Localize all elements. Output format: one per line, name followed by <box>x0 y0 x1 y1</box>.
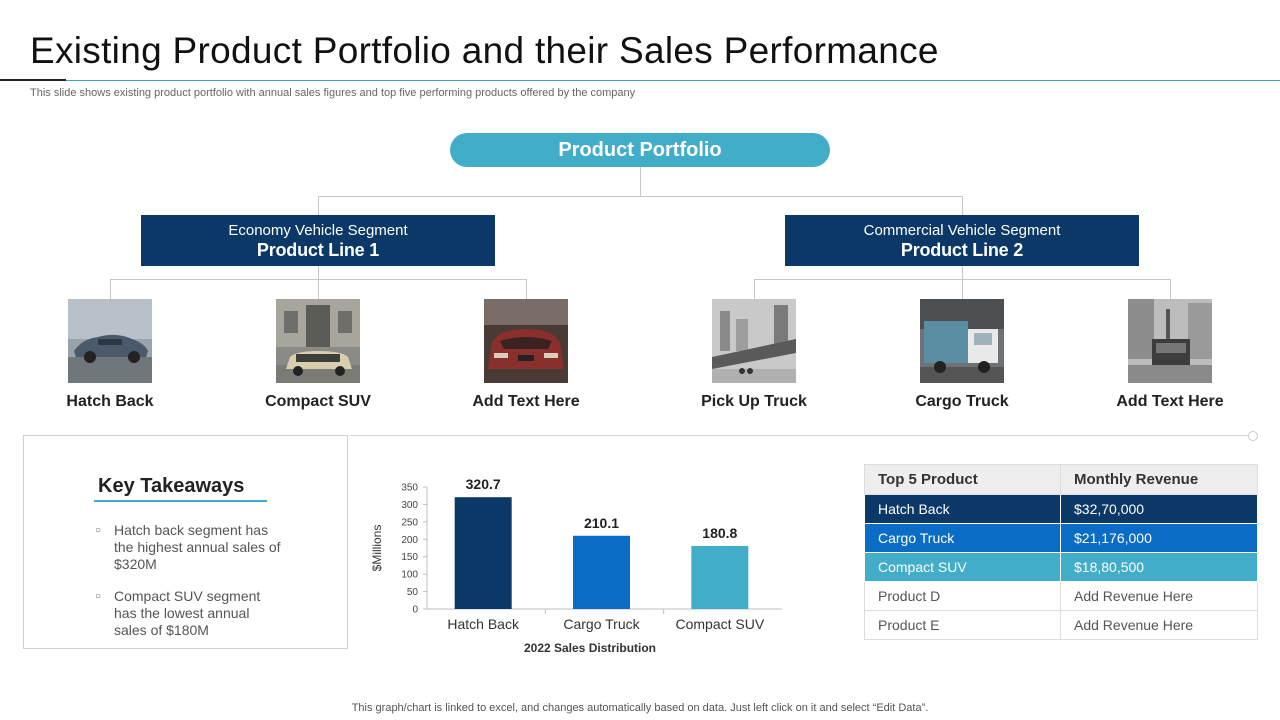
cargo-truck-photo <box>920 299 1004 383</box>
compact-car-photo <box>276 299 360 383</box>
divider-end-dot <box>1248 431 1258 441</box>
bar <box>573 535 630 609</box>
connector-product4 <box>754 279 755 299</box>
segment-commercial: Commercial Vehicle Segment Product Line … <box>785 215 1139 266</box>
takeaways-panel <box>23 435 348 649</box>
y-tick-label: 200 <box>401 535 418 546</box>
street-scene-photo <box>712 299 796 383</box>
table-cell: Compact SUV <box>864 552 1061 582</box>
title-underline <box>0 80 1280 81</box>
page-title: Existing Product Portfolio and their Sal… <box>30 30 939 71</box>
table-cell: $21,176,000 <box>1060 523 1258 553</box>
segment-title: Product Line 2 <box>900 240 1024 260</box>
connector-seg1-down <box>318 266 319 299</box>
table-row: Product D Add Revenue Here <box>864 581 1258 611</box>
bar <box>691 545 749 609</box>
table-cell: Product E <box>864 610 1061 640</box>
takeaways-title: Key Takeaways <box>98 475 245 497</box>
table-row: Product E Add Revenue Here <box>864 610 1258 640</box>
title-underline-accent <box>0 79 66 81</box>
bullet-circle-icon: ○ <box>95 525 102 536</box>
y-tick-label: 100 <box>401 570 418 581</box>
product-label: Compact SUV <box>265 393 371 410</box>
connector-seg1-horizontal <box>110 279 527 280</box>
table-header-row: Top 5 Product Monthly Revenue <box>864 464 1258 495</box>
bar <box>454 497 512 609</box>
product-label: Cargo Truck <box>915 393 1009 410</box>
x-tick-label: Cargo Truck <box>563 616 640 632</box>
y-tick-label: 250 <box>401 517 418 528</box>
connector-seg2-horizontal <box>754 279 1171 280</box>
bar-value-label: 210.1 <box>584 515 619 531</box>
footer-note: This graph/chart is linked to excel, and… <box>351 702 929 714</box>
table-cell: Cargo Truck <box>864 523 1061 553</box>
sales-bar-chart: 0 50 100 150 200 250 300 350 $Millions 320.7 Hatch… <box>370 476 782 655</box>
connector-root-down <box>640 167 641 196</box>
product-label: Add Text Here <box>1116 393 1224 410</box>
takeaway-item: ○ Hatch back segment has the highest ann… <box>95 522 285 573</box>
connector-seg2-up <box>962 196 963 215</box>
takeaway-item: ○ Compact SUV segment has the lowest ann… <box>95 588 285 639</box>
bus-photo <box>1128 299 1212 383</box>
y-axis-title: $Millions <box>370 525 384 572</box>
connector-seg1-up <box>318 196 319 215</box>
segment-economy: Economy Vehicle Segment Product Line 1 <box>141 215 495 266</box>
takeaway-text: Hatch back segment has the highest annua… <box>114 522 281 572</box>
section-divider <box>350 435 1253 436</box>
bullet-circle-icon: ○ <box>95 591 102 602</box>
product-label: Hatch Back <box>66 393 154 410</box>
table-row: Compact SUV $18,80,500 <box>864 552 1258 582</box>
x-axis-title: 2022 Sales Distribution <box>524 641 656 655</box>
connector-root-horizontal <box>318 196 963 197</box>
sports-car-photo <box>68 299 152 383</box>
table-cell: $18,80,500 <box>1060 552 1258 582</box>
y-tick-label: 0 <box>412 605 418 616</box>
segment-title: Product Line 1 <box>256 240 380 260</box>
connector-seg2-down <box>962 266 963 299</box>
takeaway-text: Compact SUV segment has the lowest annua… <box>114 588 261 638</box>
segment-subtitle: Economy Vehicle Segment <box>228 222 408 239</box>
table-cell: Add Revenue Here <box>1060 581 1258 611</box>
table-row: Hatch Back $32,70,000 <box>864 494 1258 524</box>
table-cell: $32,70,000 <box>1060 494 1258 524</box>
bar-value-label: 320.7 <box>466 476 501 492</box>
table-header-cell: Top 5 Product <box>864 464 1061 495</box>
table-row: Cargo Truck $21,176,000 <box>864 523 1258 553</box>
segment-subtitle: Commercial Vehicle Segment <box>863 222 1061 239</box>
page-subtitle: This slide shows existing product portfo… <box>30 87 636 99</box>
table-cell: Product D <box>864 581 1061 611</box>
y-tick-label: 50 <box>407 587 419 598</box>
product-label: Pick Up Truck <box>701 393 807 410</box>
takeaways-underline <box>94 500 267 502</box>
product-portfolio-node: Product Portfolio <box>450 133 830 167</box>
top-products-table: Top 5 Product Monthly Revenue Hatch Back… <box>864 464 1258 640</box>
product-label: Add Text Here <box>472 393 580 410</box>
x-tick-label: Compact SUV <box>675 616 764 632</box>
y-tick-label: 300 <box>401 500 418 511</box>
connector-product6 <box>1170 279 1171 299</box>
connector-product3 <box>526 279 527 299</box>
red-car-photo <box>484 299 568 383</box>
y-tick-label: 150 <box>401 552 418 563</box>
x-tick-label: Hatch Back <box>447 616 520 632</box>
table-cell: Add Revenue Here <box>1060 610 1258 640</box>
bar-value-label: 180.8 <box>702 525 737 541</box>
y-tick-label: 350 <box>401 483 418 494</box>
table-header-cell: Monthly Revenue <box>1060 464 1258 495</box>
table-cell: Hatch Back <box>864 494 1061 524</box>
connector-product1 <box>110 279 111 299</box>
